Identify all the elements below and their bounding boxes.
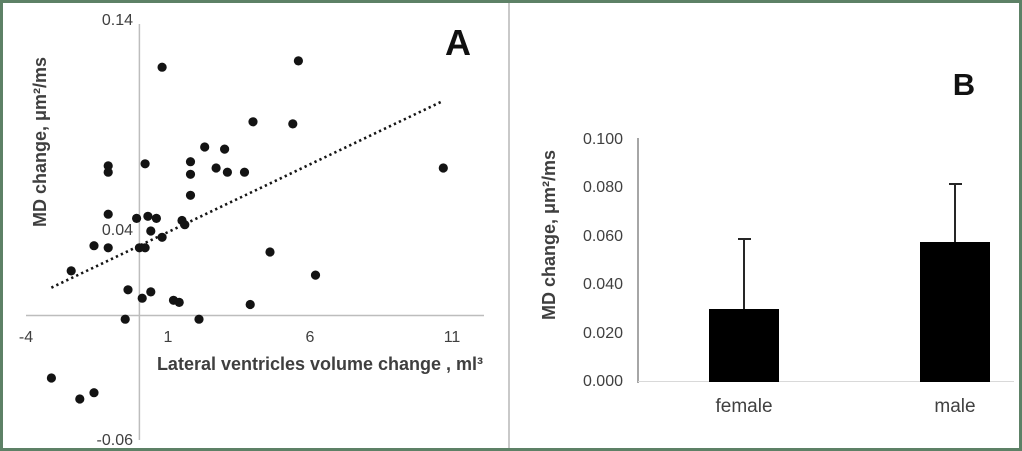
scatter-point (137, 293, 147, 303)
scatter-point (438, 163, 448, 173)
scatter-point (132, 213, 142, 223)
scatter-point (174, 297, 184, 307)
scatter-point (143, 211, 153, 221)
trend-line (50, 99, 444, 289)
scatter-point (239, 167, 250, 177)
scatter-point (194, 314, 204, 324)
error-bar-female (743, 239, 745, 309)
scatter-point (146, 287, 156, 297)
bar-chart-y-axis-line (637, 138, 639, 383)
scatter-point (211, 163, 221, 173)
panel-letter-b: B (952, 67, 976, 102)
category-label-female: female (715, 396, 773, 417)
panel-a-y-axis-title: MD change, μm²/ms (30, 56, 50, 228)
scatter-plot-canvas (26, 24, 484, 440)
x-axis-tick-label: 11 (443, 329, 461, 346)
error-bar-cap-female (737, 238, 751, 240)
panel-b-y-axis-title: MD change, μm²/ms (539, 149, 559, 321)
bar-male (920, 242, 990, 382)
scatter-point (66, 266, 76, 276)
scatter-point (103, 161, 113, 171)
scatter-point (157, 62, 167, 72)
error-bar-cap-male (948, 183, 962, 185)
y-axis-tick-label: 0.060 (582, 228, 623, 245)
category-label-male: male (934, 396, 976, 417)
panel-a-x-axis-title: Lateral ventricles volume change , ml³ (156, 354, 484, 374)
scatter-point (75, 394, 85, 404)
scatter-point (200, 142, 210, 152)
panel-letter-a: A (445, 22, 471, 63)
scatter-point (185, 157, 196, 167)
panel-b-bar-chart: 0.100 0.080 0.060 0.040 0.020 0.000 female mal… (511, 0, 1022, 451)
scatter-point (288, 119, 298, 129)
scatter-point (89, 241, 99, 251)
bar-chart-baseline (638, 381, 1014, 382)
scatter-point (103, 209, 113, 219)
y-axis-tick-label: 0.000 (582, 373, 623, 390)
error-bar-male (954, 184, 956, 242)
x-axis-tick-label: -4 (18, 329, 34, 346)
y-axis-tick-label: 0.100 (582, 131, 623, 148)
x-axis-tick-label: 1 (163, 329, 173, 346)
scatter-point (146, 226, 156, 236)
scatter-point (103, 167, 113, 177)
panel-divider-line (508, 0, 510, 451)
scatter-point (185, 169, 196, 179)
scatter-point (103, 243, 113, 253)
y-axis-tick-label: -0.06 (96, 432, 133, 449)
y-axis-tick-label: 0.080 (582, 179, 623, 196)
scatter-point (248, 117, 258, 127)
scatter-point (123, 285, 133, 295)
scatter-point (151, 213, 161, 223)
y-axis-tick-label: 0.040 (582, 276, 623, 293)
scatter-point (310, 270, 321, 280)
scatter-point (220, 144, 230, 154)
scatter-point (293, 56, 303, 66)
scatter-point (180, 220, 190, 230)
scatter-point (157, 232, 167, 242)
x-axis-tick-label: 6 (305, 329, 315, 346)
panel-a-scatter-plot: 0.14 0.04 -0.06 -4 1 6 11 MD change, μm²/ms La… (18, 12, 484, 449)
scatter-point (120, 314, 130, 324)
scatter-point (89, 388, 99, 398)
bar-female (709, 309, 779, 382)
y-axis-tick-label: 0.14 (101, 12, 133, 29)
scatter-point (245, 299, 255, 310)
scatter-point (140, 159, 150, 169)
y-axis-tick-label: 0.020 (582, 325, 623, 342)
scatter-point (140, 243, 150, 253)
scatter-point (46, 373, 57, 383)
scatter-point (185, 190, 196, 200)
y-axis-tick-label: 0.04 (101, 222, 133, 239)
scatter-point (265, 247, 275, 257)
scatter-point (222, 167, 232, 177)
